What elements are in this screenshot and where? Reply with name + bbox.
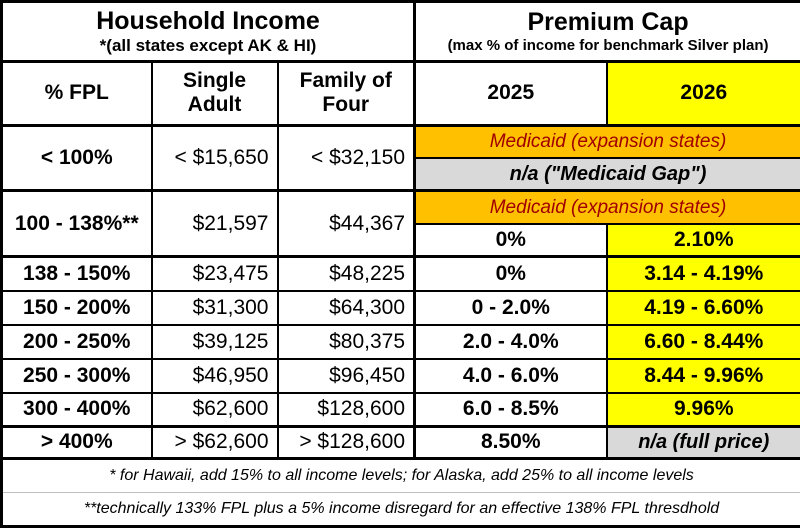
- row-200-250: 200 - 250% $39,125 $80,375 2.0 - 4.0% 6.…: [0, 323, 800, 360]
- cell-cap2026-250-300: 8.44 - 9.96%: [605, 357, 800, 394]
- cell-fpl-lt100: < 100%: [0, 124, 153, 193]
- household-income-header: Household Income *(all states except AK …: [0, 0, 416, 63]
- cell-cap2025-gt400: 8.50%: [413, 425, 608, 461]
- col-header-single-adult: Single Adult: [150, 60, 279, 127]
- row-100-138: 100 - 138%** $21,597 $44,367 Medicaid (e…: [0, 189, 800, 259]
- col-header-2025: 2025: [413, 60, 608, 127]
- footnote-hawaii-alaska: * for Hawaii, add 15% to all income leve…: [1, 457, 800, 493]
- row-100-138-caps: 0% 2.10%: [2, 222, 800, 259]
- premium-cap-subtitle: (max % of income for benchmark Silver pl…: [447, 37, 769, 55]
- cell-cap2026-138-150: 3.14 - 4.19%: [605, 255, 800, 292]
- cell-cap2026-300-400: 9.96%: [605, 391, 800, 429]
- cell-cap2025-200-250: 2.0 - 4.0%: [413, 323, 608, 360]
- row-lt100: < 100% < $15,650 < $32,150 Medicaid (exp…: [0, 124, 800, 193]
- cell-family-138-150: $48,225: [276, 255, 416, 292]
- row-300-400: 300 - 400% $62,600 $128,600 6.0 - 8.5% 9…: [0, 391, 800, 429]
- cell-family-300-400: $128,600: [276, 391, 416, 429]
- cell-single-200-250: $39,125: [150, 323, 279, 360]
- cell-cap2025-250-300: 4.0 - 6.0%: [413, 357, 608, 394]
- cell-family-250-300: $96,450: [276, 357, 416, 394]
- cell-cap2026-150-200: 4.19 - 6.60%: [605, 289, 800, 326]
- cell-cap2026-gt400-full-price: n/a (full price): [605, 425, 800, 461]
- household-income-subtitle: *(all states except AK & HI): [99, 35, 317, 55]
- cell-fpl-300-400: 300 - 400%: [0, 391, 153, 429]
- cell-single-150-200: $31,300: [150, 289, 279, 326]
- cell-family-lt100: < $32,150: [276, 124, 416, 193]
- premium-cap-title: Premium Cap: [527, 8, 689, 37]
- cell-single-100-138: $21,597: [150, 189, 279, 259]
- cell-single-250-300: $46,950: [150, 357, 279, 394]
- col-header-2026: 2026: [605, 60, 800, 127]
- cell-fpl-gt400: > 400%: [0, 425, 153, 461]
- cell-family-100-138: $44,367: [276, 189, 416, 259]
- column-header-row: % FPL Single Adult Family of Four 2025 2…: [0, 60, 800, 127]
- footnote-fpl-threshold: **technically 133% FPL plus a 5% income …: [1, 491, 800, 528]
- medicaid-banner-100-138: Medicaid (expansion states): [413, 189, 800, 225]
- row-lt100-gap: n/a ("Medicaid Gap"): [2, 156, 800, 193]
- cell-single-138-150: $23,475: [150, 255, 279, 292]
- cell-family-gt400: > $128,600: [276, 425, 416, 461]
- group-header-row: Household Income *(all states except AK …: [0, 0, 800, 63]
- footnote-row-1: * for Hawaii, add 15% to all income leve…: [1, 457, 800, 493]
- cell-fpl-100-138: 100 - 138%**: [0, 189, 153, 259]
- household-income-title: Household Income: [96, 7, 320, 36]
- row-138-150: 138 - 150% $23,475 $48,225 0% 3.14 - 4.1…: [0, 255, 800, 292]
- col-header-family-of-four: Family of Four: [276, 60, 416, 127]
- cell-cap2025-300-400: 6.0 - 8.5%: [413, 391, 608, 429]
- cell-single-gt400: > $62,600: [150, 425, 279, 461]
- cell-fpl-138-150: 138 - 150%: [0, 255, 153, 292]
- medicaid-gap-cell: n/a ("Medicaid Gap"): [413, 156, 800, 193]
- row-gt400: > 400% > $62,600 > $128,600 8.50% n/a (f…: [0, 425, 800, 461]
- cell-fpl-150-200: 150 - 200%: [0, 289, 153, 326]
- cell-fpl-200-250: 200 - 250%: [0, 323, 153, 360]
- cell-cap2025-100-138: 0%: [413, 222, 608, 259]
- cell-cap2026-200-250: 6.60 - 8.44%: [605, 323, 800, 360]
- row-150-200: 150 - 200% $31,300 $64,300 0 - 2.0% 4.19…: [0, 289, 800, 326]
- medicaid-banner-lt100: Medicaid (expansion states): [413, 124, 800, 159]
- footnote-row-2: **technically 133% FPL plus a 5% income …: [1, 491, 800, 528]
- col-header-fpl: % FPL: [0, 60, 153, 127]
- row-250-300: 250 - 300% $46,950 $96,450 4.0 - 6.0% 8.…: [0, 357, 800, 394]
- cell-cap2025-138-150: 0%: [413, 255, 608, 292]
- cell-cap2025-150-200: 0 - 2.0%: [413, 289, 608, 326]
- cell-family-150-200: $64,300: [276, 289, 416, 326]
- cell-cap2026-100-138: 2.10%: [605, 222, 800, 259]
- cell-single-300-400: $62,600: [150, 391, 279, 429]
- premium-cap-header: Premium Cap (max % of income for benchma…: [413, 0, 800, 63]
- cell-family-200-250: $80,375: [276, 323, 416, 360]
- cell-fpl-250-300: 250 - 300%: [0, 357, 153, 394]
- cell-single-lt100: < $15,650: [150, 124, 279, 193]
